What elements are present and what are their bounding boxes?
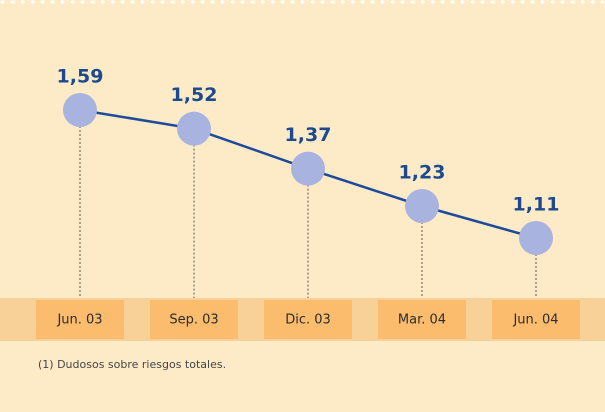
value-label: 1,59 [57, 66, 104, 88]
category-box [378, 300, 466, 339]
marker [177, 111, 211, 146]
value-label: 1,11 [513, 194, 560, 216]
x-tick-label: Dic. 03 [285, 313, 331, 328]
footnote: (1) Dudosos sobre riesgos totales. [38, 358, 226, 371]
marker [291, 151, 325, 186]
value-label: 1,52 [171, 84, 218, 106]
marker [519, 221, 553, 255]
category-box [492, 300, 580, 339]
x-tick-label: Mar. 04 [398, 313, 446, 328]
marker [63, 93, 97, 127]
x-tick-label: Jun. 03 [56, 313, 102, 328]
category-box [264, 300, 352, 339]
x-tick-label: Sep. 03 [169, 313, 218, 328]
value-label: 1,37 [285, 124, 332, 146]
value-label: 1,23 [399, 162, 446, 184]
x-tick-label: Jun. 04 [512, 313, 558, 328]
category-box [150, 300, 238, 339]
marker [405, 189, 439, 223]
category-box [36, 300, 124, 339]
